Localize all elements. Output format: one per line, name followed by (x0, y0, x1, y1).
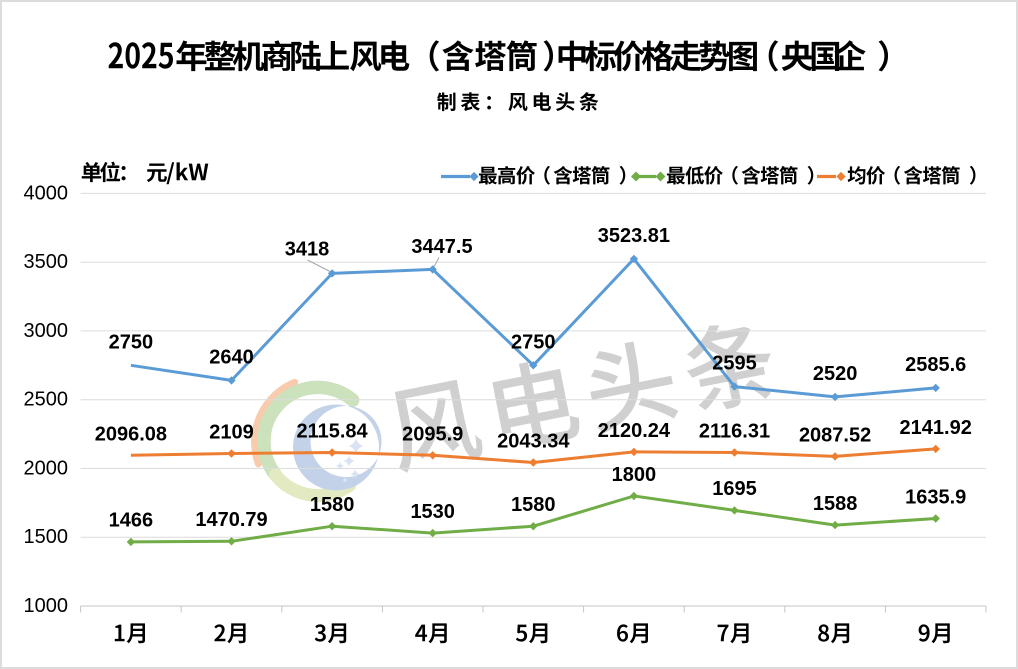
svg-text:2750: 2750 (109, 331, 154, 353)
svg-text:1500: 1500 (24, 526, 69, 548)
svg-text:2640: 2640 (209, 347, 254, 369)
svg-text:2595: 2595 (712, 353, 757, 375)
svg-text:3447.5: 3447.5 (411, 236, 472, 258)
svg-text:2120.24: 2120.24 (598, 420, 671, 442)
svg-text:1588: 1588 (813, 493, 858, 515)
svg-text:1530: 1530 (410, 501, 455, 523)
svg-text:2096.08: 2096.08 (95, 423, 167, 445)
svg-text:2585.6: 2585.6 (905, 354, 966, 376)
svg-text:1580: 1580 (310, 494, 355, 516)
svg-text:3000: 3000 (24, 320, 69, 342)
svg-text:1470.79: 1470.79 (195, 509, 267, 531)
svg-text:2750: 2750 (511, 331, 556, 353)
svg-text:4000: 4000 (24, 182, 69, 204)
svg-text:2087.52: 2087.52 (799, 425, 871, 447)
svg-text:2043.34: 2043.34 (497, 431, 570, 453)
svg-text:3500: 3500 (24, 251, 69, 273)
svg-text:2000: 2000 (24, 457, 69, 479)
svg-text:2115.84: 2115.84 (296, 421, 368, 443)
svg-text:2116.31: 2116.31 (699, 421, 770, 443)
svg-text:2141.92: 2141.92 (900, 417, 972, 439)
svg-text:1580: 1580 (511, 494, 556, 516)
svg-text:2520: 2520 (813, 363, 858, 385)
svg-text:1466: 1466 (109, 510, 154, 532)
svg-text:3523.81: 3523.81 (598, 225, 670, 247)
svg-text:1635.9: 1635.9 (905, 486, 966, 508)
svg-text:3418: 3418 (285, 239, 330, 261)
svg-text:2109: 2109 (209, 422, 254, 444)
svg-text:1695: 1695 (712, 478, 757, 500)
svg-text:2095.9: 2095.9 (402, 423, 463, 445)
svg-text:2500: 2500 (24, 389, 69, 411)
svg-text:1000: 1000 (24, 595, 69, 617)
svg-text:1800: 1800 (612, 464, 657, 486)
